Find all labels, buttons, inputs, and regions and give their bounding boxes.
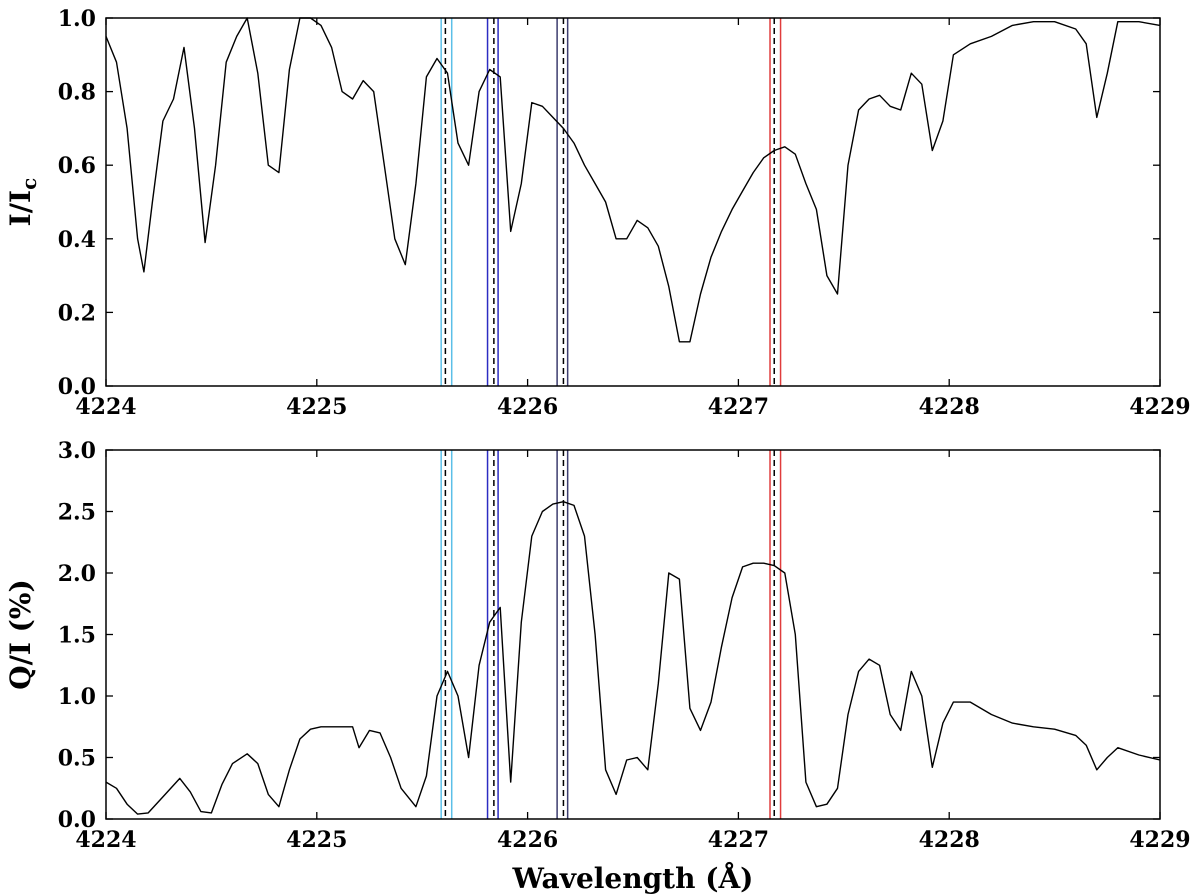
x-tick-label: 4229 xyxy=(1129,394,1190,420)
y-tick-label: 0.0 xyxy=(58,807,96,833)
y-tick-label: 3.0 xyxy=(58,438,96,464)
y-axis-title-main: Q/I (%) xyxy=(4,579,37,690)
y-tick-label: 0.4 xyxy=(58,227,96,253)
y-tick-label: 2.5 xyxy=(58,500,96,526)
x-tick-label: 4224 xyxy=(75,827,136,853)
y-tick-label: 0.6 xyxy=(58,153,96,179)
x-tick-label: 4228 xyxy=(919,827,980,853)
series-line xyxy=(105,17,1161,343)
x-tick-label: 4225 xyxy=(286,394,347,420)
y-tick-label: 0.2 xyxy=(58,300,96,326)
x-tick-label: 4225 xyxy=(286,827,347,853)
y-tick-label: 2.0 xyxy=(58,561,96,587)
x-tick-label: 4224 xyxy=(75,394,136,420)
series-line xyxy=(105,501,1161,815)
plot-frame xyxy=(105,17,1161,387)
y-tick-label: 0.8 xyxy=(58,80,96,106)
y-tick-label: 0.0 xyxy=(58,374,96,400)
y-tick-label: 1.0 xyxy=(58,684,96,710)
y-tick-label: 1.0 xyxy=(58,6,96,32)
x-tick-label: 4229 xyxy=(1129,827,1190,853)
x-tick-label: 4227 xyxy=(708,827,769,853)
x-tick-label: 4227 xyxy=(708,394,769,420)
plot-frame xyxy=(105,449,1161,820)
panel-1: 4224 4225 4226 4227 4228 4229 0.0 0.2 0.4 0.6 0.8 1… xyxy=(4,6,1191,420)
y-axis-title-subscript: c xyxy=(17,178,41,190)
x-tick-label: 4226 xyxy=(497,394,558,420)
y-axis-title: I/Ic xyxy=(4,178,41,227)
y-tick-label: 0.5 xyxy=(58,746,96,772)
y-axis-title-main: I/I xyxy=(4,190,37,226)
y-tick-label: 1.5 xyxy=(58,623,96,649)
x-axis-title: Wavelength (Å) xyxy=(512,861,754,894)
y-axis-title: Q/I (%) xyxy=(4,579,37,690)
panel-2: 4224 4225 4226 4227 4228 4229 0.0 0.5 1.0 1.5 2.0 2… xyxy=(4,438,1191,894)
x-tick-label: 4228 xyxy=(919,394,980,420)
x-tick-label: 4226 xyxy=(497,827,558,853)
